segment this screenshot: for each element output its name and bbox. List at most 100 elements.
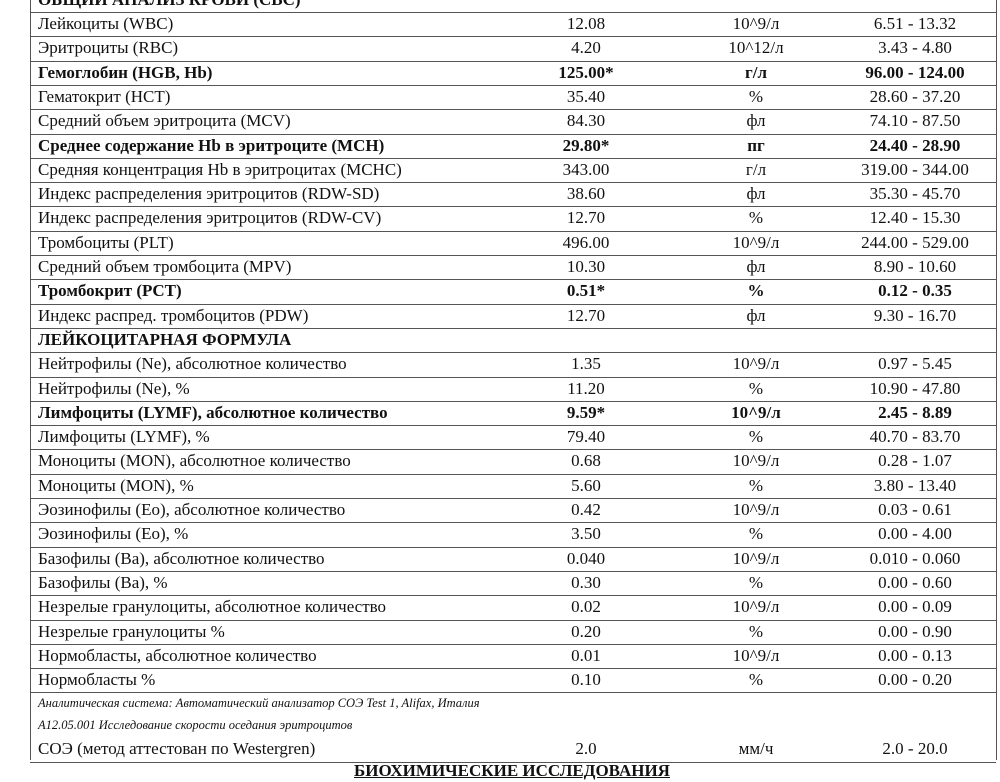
test-name: Средний объем тромбоцита (MPV) [38, 257, 292, 276]
reference-range: 12.40 - 15.30 [869, 208, 961, 228]
test-value: 12.70 [566, 208, 606, 228]
test-unit: % [748, 427, 764, 447]
row-line [30, 60, 996, 62]
row-line [30, 12, 996, 13]
reference-range: 35.30 - 45.70 [869, 184, 961, 204]
reference-range: 319.00 - 344.00 [861, 159, 969, 179]
reference-range: 9.30 - 16.70 [873, 305, 957, 325]
row-line [30, 643, 996, 645]
row-line [30, 327, 996, 329]
test-unit: фл [746, 184, 766, 204]
test-unit: 10^9/л [732, 354, 780, 374]
table-border [996, 0, 997, 760]
test-value: 9.59* [566, 402, 606, 422]
test-value: 1.35 [571, 354, 601, 374]
test-unit: % [748, 524, 764, 544]
test-value: 5.60 [571, 475, 601, 495]
test-name: Моноциты (MON), абсолютное количество [38, 451, 351, 471]
test-value: 125.00* [558, 62, 614, 82]
test-unit: фл [746, 305, 766, 325]
test-value: 0.51* [566, 281, 606, 301]
test-name: Моноциты (MON), % [38, 475, 194, 495]
test-unit: фл [746, 111, 766, 131]
reference-range: 0.010 - 0.060 [869, 548, 961, 568]
row-line [30, 425, 996, 427]
row-line [30, 570, 996, 572]
test-unit: г/л [745, 159, 767, 179]
reference-range: 0.00 - 0.60 [878, 572, 952, 592]
test-name: Нейтрофилы (Ne), абсолютное количество [38, 354, 347, 374]
reference-range: 40.70 - 83.70 [869, 427, 961, 447]
row-line [30, 279, 996, 281]
reference-range: 10.90 - 47.80 [869, 378, 961, 398]
row-line [30, 400, 996, 402]
test-name: СОЭ (метод аттестован по Westergren) [38, 739, 316, 759]
row-line [30, 619, 996, 621]
test-name: Базофилы (Ba), абсолютное количество [38, 548, 325, 568]
test-value: 10.30 [566, 257, 606, 276]
test-name: Эозинофилы (Eo), абсолютное количество [38, 500, 346, 519]
test-name: Индекс распределения эритроцитов (RDW-SD… [38, 184, 380, 204]
reference-range: 96.00 - 124.00 [865, 62, 965, 82]
test-name: Нейтрофилы (Ne), % [38, 378, 190, 398]
section-footer: БИОХИМИЧЕСКИЕ ИССЛЕДОВАНИЯ [354, 761, 670, 780]
reference-range: 0.00 - 0.09 [878, 597, 952, 617]
test-value: 12.70 [566, 305, 606, 325]
test-name: Средний объем эритроцита (MCV) [38, 111, 291, 131]
test-unit: % [748, 86, 764, 106]
test-value: 4.20 [571, 38, 601, 58]
test-name: Базофилы (Ba), % [38, 572, 168, 592]
reference-range: 3.43 - 4.80 [878, 38, 952, 58]
row-line [30, 303, 996, 305]
row-line [30, 595, 996, 597]
row-line [30, 206, 996, 208]
test-value: 343.00 [562, 159, 610, 179]
reference-range: 244.00 - 529.00 [861, 232, 969, 252]
reference-range: 0.00 - 4.00 [878, 524, 952, 544]
test-unit: фл [746, 257, 766, 276]
test-value: 496.00 [562, 232, 610, 252]
test-unit: пг [747, 135, 765, 155]
table-title: ОБЩИЙ АНАЛИЗ КРОВИ (CBC) [38, 0, 301, 10]
test-unit: 10^9/л [732, 500, 780, 519]
row-line [30, 230, 996, 232]
reference-range: 2.0 - 20.0 [882, 739, 948, 759]
reference-range: 0.12 - 0.35 [878, 281, 952, 301]
reference-range: 0.00 - 0.13 [878, 645, 952, 665]
row-line [30, 473, 996, 475]
test-value: 0.01 [571, 645, 601, 665]
test-value: 3.50 [571, 524, 601, 544]
reference-range: 6.51 - 13.32 [873, 14, 957, 33]
row-line [30, 522, 996, 524]
test-value: 0.040 [566, 548, 606, 568]
reference-range: 3.80 - 13.40 [873, 475, 957, 495]
note: Аналитическая система: Автоматический ан… [38, 696, 480, 711]
test-name: Индекс распред. тромбоцитов (PDW) [38, 305, 309, 325]
test-value: 0.02 [571, 597, 601, 617]
test-value: 12.08 [566, 14, 606, 33]
test-unit: 10^9/л [732, 548, 780, 568]
test-name: Гематокрит (HCT) [38, 86, 171, 106]
row-line [30, 36, 996, 38]
test-value: 0.30 [571, 572, 601, 592]
test-value: 79.40 [566, 427, 606, 447]
test-name: Лимфоциты (LYMF), абсолютное количество [38, 402, 388, 422]
row-line [30, 84, 996, 86]
test-unit: % [748, 475, 764, 495]
row-line [30, 157, 996, 159]
test-unit: 10^9/л [732, 451, 780, 471]
test-value: 84.30 [566, 111, 606, 131]
row-line [30, 668, 996, 670]
section-title: ЛЕЙКОЦИТАРНАЯ ФОРМУЛА [38, 329, 292, 349]
test-name: Эозинофилы (Eo), % [38, 524, 189, 544]
note: A12.05.001 Исследование скорости оседани… [38, 718, 353, 733]
row-line [30, 182, 996, 184]
test-unit: 10^9/л [732, 232, 780, 252]
test-value: 0.42 [571, 500, 601, 519]
reference-range: 2.45 - 8.89 [878, 402, 952, 422]
test-unit: % [748, 378, 764, 398]
test-unit: г/л [745, 62, 767, 82]
test-name: Средняя концентрация Hb в эритроцитах (M… [38, 159, 402, 179]
test-value: 38.60 [566, 184, 606, 204]
reference-range: 0.03 - 0.61 [878, 500, 952, 519]
